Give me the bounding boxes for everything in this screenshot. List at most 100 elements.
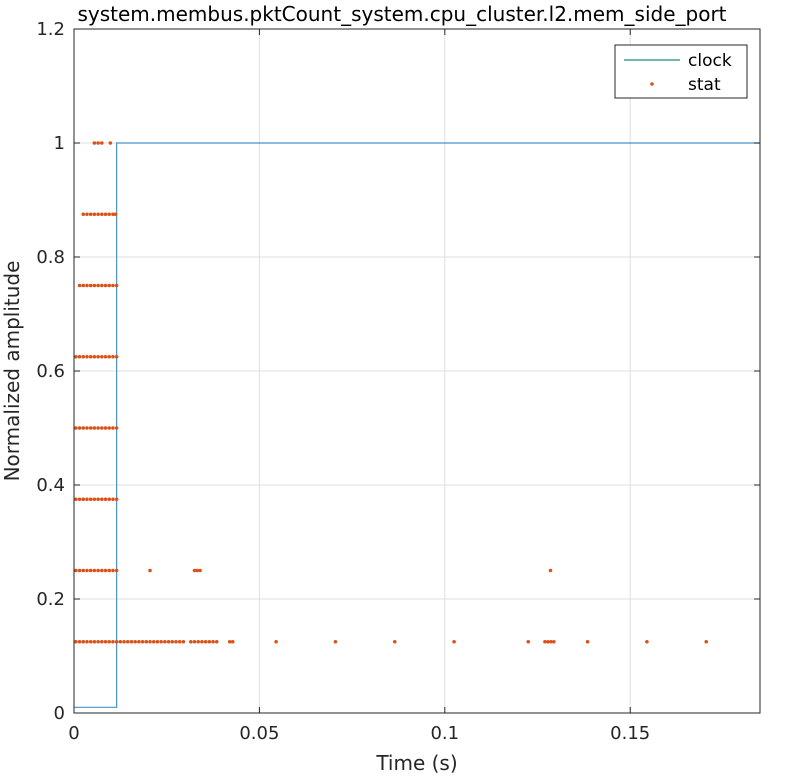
stat-point [77, 639, 82, 644]
stat-point [543, 639, 547, 644]
stat-point [100, 141, 104, 145]
stat-point [230, 639, 235, 644]
stat-point [155, 639, 160, 644]
stat-point [81, 497, 86, 502]
y-tick-label: 0 [54, 703, 65, 724]
x-tick-label: 0 [68, 723, 79, 744]
stat-point [111, 283, 115, 288]
stat-point [144, 639, 149, 644]
stat-point [107, 568, 112, 573]
stat-point [77, 354, 82, 359]
legend-stat-swatch [650, 82, 654, 86]
stat-point [103, 497, 108, 502]
stat-point [645, 639, 649, 644]
stat-point [81, 212, 86, 217]
legend-clock-label: clock [688, 51, 732, 71]
stat-point [192, 639, 197, 644]
stat-point [88, 639, 93, 644]
stat-point [125, 639, 130, 644]
stat-point [100, 283, 104, 288]
stat-point [122, 639, 126, 644]
stat-point [81, 354, 86, 359]
stat-point [96, 426, 100, 430]
stat-point [92, 568, 97, 573]
stat-point [549, 639, 553, 644]
stat-point [546, 639, 550, 644]
stat-point [177, 639, 182, 644]
stat-point [81, 568, 86, 573]
stat-point [74, 354, 78, 359]
stat-point [148, 639, 152, 644]
stat-point [211, 639, 215, 644]
stat-point [88, 354, 93, 359]
stat-point [174, 639, 178, 644]
stat-point [92, 141, 97, 145]
stat-point [81, 426, 86, 430]
plot-series [74, 141, 760, 708]
stat-point [114, 497, 119, 502]
clock-series-line [74, 142, 760, 708]
y-tick-label: 0.4 [36, 475, 65, 496]
stat-point [108, 141, 113, 145]
stat-point [392, 639, 397, 644]
stat-point [92, 354, 97, 359]
stat-point [114, 426, 119, 430]
stat-point [111, 639, 115, 644]
y-tick-label: 1 [54, 133, 65, 154]
stat-point [552, 639, 556, 644]
x-tick-label: 0.15 [610, 723, 650, 744]
stat-point [452, 639, 456, 644]
stat-point [107, 283, 112, 288]
stat-point [166, 639, 171, 644]
stat-point [103, 568, 108, 573]
stat-point [100, 639, 104, 644]
grid [73, 28, 760, 714]
stat-point [85, 568, 89, 573]
stat-point [585, 639, 590, 644]
stat-point [88, 426, 93, 430]
stat-point [526, 639, 531, 644]
stat-point [227, 639, 232, 644]
legend-stat-label: stat [688, 75, 721, 95]
y-axis-label: Normalized amplitude [0, 261, 24, 482]
stat-point [129, 639, 134, 644]
stat-point [100, 426, 104, 430]
stat-point [92, 639, 97, 644]
stat-point [274, 639, 278, 644]
stat-point [704, 639, 709, 644]
stat-point [107, 639, 112, 644]
chart-title: system.membus.pktCount_system.cpu_cluste… [77, 2, 726, 26]
stat-point [107, 212, 112, 217]
stat-point [96, 639, 100, 644]
stat-point [114, 283, 119, 288]
stat-point [170, 639, 175, 644]
stat-point [96, 497, 100, 502]
x-tick-label: 0.1 [430, 723, 459, 744]
stat-point [133, 639, 137, 644]
x-axis-label: Time (s) [375, 751, 457, 775]
stat-point [196, 639, 201, 644]
stat-point [88, 497, 93, 502]
stat-point [200, 639, 204, 644]
stat-point [85, 497, 89, 502]
stat-point [214, 639, 219, 644]
stat-point [74, 426, 78, 430]
stat-point [159, 639, 163, 644]
x-tick-label: 0.05 [239, 723, 279, 744]
stat-point [74, 639, 78, 644]
stat-point [207, 639, 212, 644]
stat-point [77, 497, 82, 502]
stat-point [81, 639, 86, 644]
stat-point [103, 639, 108, 644]
stat-point [198, 568, 202, 573]
stat-point [85, 426, 89, 430]
stat-point [151, 639, 156, 644]
stat-point [74, 568, 78, 573]
y-tick-label: 0.8 [36, 247, 65, 268]
stat-point [163, 639, 167, 644]
stat-point [113, 212, 118, 217]
stat-point [333, 639, 338, 644]
legend: clock stat [614, 44, 748, 99]
stat-point [111, 354, 115, 359]
stat-point [96, 212, 100, 217]
